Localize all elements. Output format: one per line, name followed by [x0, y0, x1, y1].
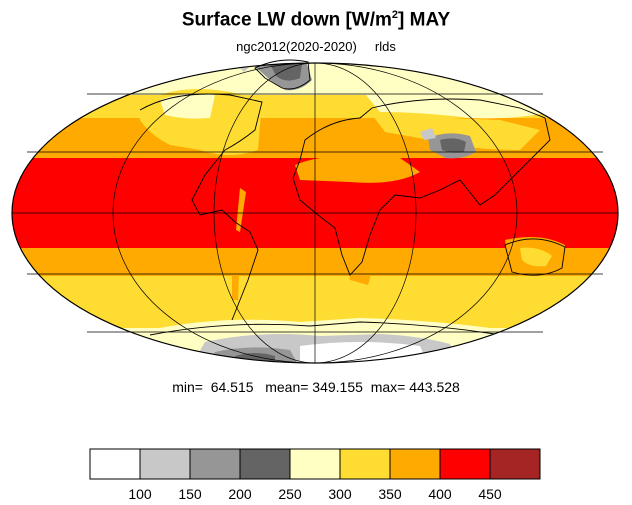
colorbar-label: 350 [378, 486, 402, 502]
max-label: max= [370, 379, 406, 395]
colorbar-box [489, 448, 541, 480]
greenland-coast [254, 59, 311, 90]
andes-north [236, 188, 246, 232]
coastlines [139, 59, 566, 336]
world-map [11, 59, 619, 364]
subtitle-case: ngc2012(2020-2020) [236, 39, 357, 54]
greenland-core [270, 63, 302, 81]
colorbar-label: 250 [278, 486, 302, 502]
min-value: 64.515 [210, 379, 254, 395]
antarctica-coast [149, 321, 496, 336]
title-main: Surface LW down [W/m [181, 9, 392, 31]
afroeurasia-coast [292, 98, 551, 276]
colorbar-box [289, 448, 341, 480]
colorbar-box [189, 448, 241, 480]
max-value: 443.528 [409, 379, 460, 395]
colorbar-label: 450 [478, 486, 502, 502]
colorbar-label: 150 [178, 486, 202, 502]
map-field [12, 63, 618, 363]
colorbar-box [89, 448, 141, 480]
australia-coast [504, 238, 566, 276]
north-america-cold [160, 93, 215, 119]
band-mid-north [12, 118, 618, 160]
pamir-shade [420, 128, 436, 140]
south-africa [345, 249, 375, 285]
colorbar-label: 100 [128, 486, 152, 502]
sahara-region [295, 155, 420, 183]
colorbar-box [239, 448, 291, 480]
mean-label: mean= [265, 379, 309, 395]
stats-line: min= 64.515 mean= 349.155 max= 443.528 [0, 379, 632, 395]
title-suffix: ] MAY [398, 9, 451, 31]
colorbar-label: 200 [228, 486, 252, 502]
colorbar-label: 400 [428, 486, 452, 502]
colorbar-box [389, 448, 441, 480]
band-polar-north [12, 63, 618, 95]
subtitle-variable: rlds [374, 39, 396, 54]
colorbar-box [139, 448, 191, 480]
asia-mid [370, 112, 540, 150]
mean-value: 349.155 [312, 379, 363, 395]
colorbar-label: 300 [328, 486, 352, 502]
colorbar-box [339, 448, 391, 480]
min-label: min= [172, 379, 203, 395]
colorbar-labels: 100 150 200 250 300 350 400 450 [128, 486, 502, 502]
map-title: Surface LW down [W/m2] MAY [0, 9, 632, 31]
band-high-north [12, 95, 618, 120]
colorbar-box [439, 448, 491, 480]
map-subtitle: ngc2012(2020-2020) rlds [0, 39, 632, 54]
map-outline [11, 62, 619, 364]
title-superscript: 2 [391, 9, 399, 21]
colorbar-boxes [89, 448, 541, 480]
tibet-core [440, 138, 466, 153]
americas-coast [139, 93, 263, 321]
australia-interior [520, 247, 552, 267]
